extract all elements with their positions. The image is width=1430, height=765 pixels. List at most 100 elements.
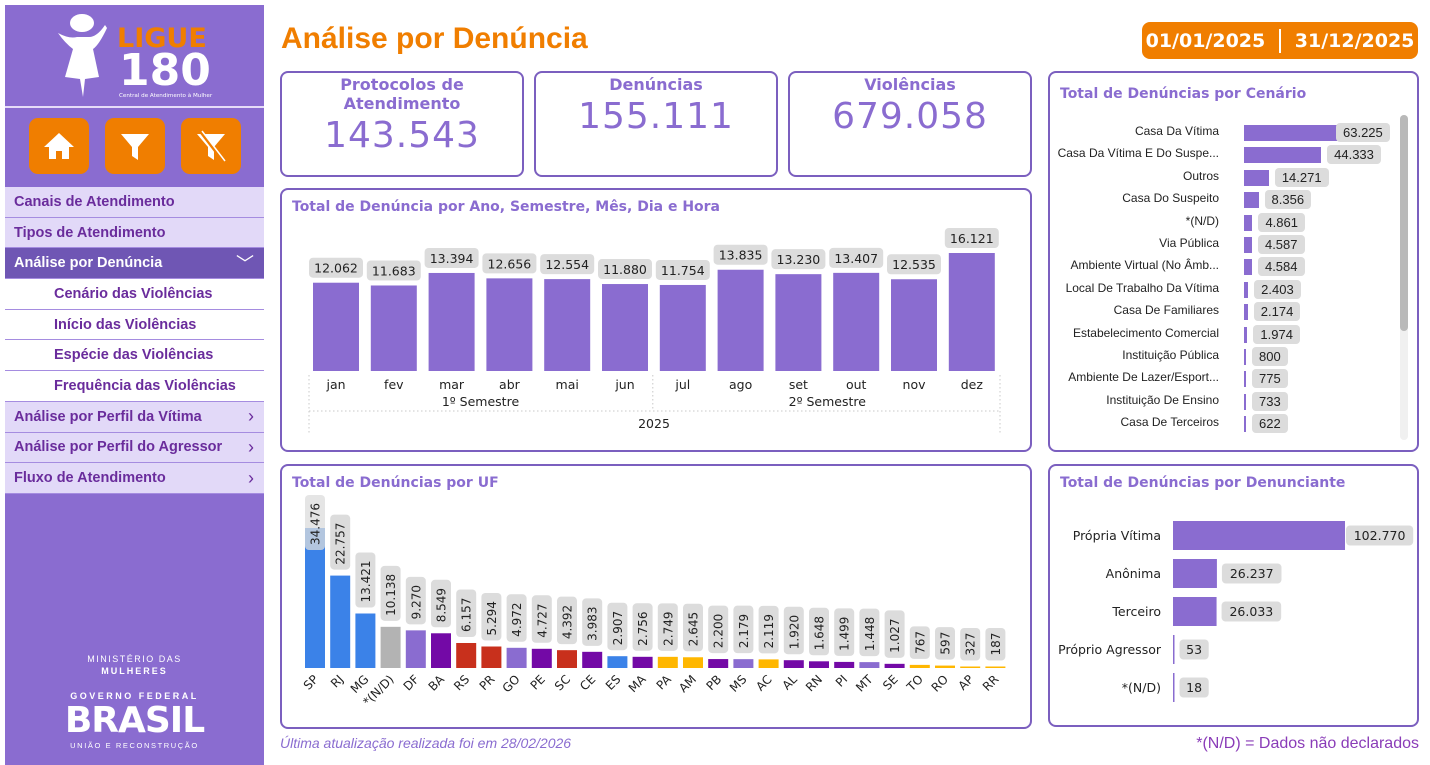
reporter-bar[interactable]: [1173, 597, 1217, 626]
reporter-bar[interactable]: [1173, 559, 1217, 588]
scenario-bar[interactable]: [1244, 237, 1252, 253]
scenario-row[interactable]: Via Pública 4.587: [1050, 233, 1405, 255]
uf-bar[interactable]: [355, 613, 376, 668]
uf-bar[interactable]: [405, 630, 426, 668]
uf-bar[interactable]: [859, 662, 880, 668]
uf-bar[interactable]: [657, 656, 678, 668]
gov-motto: UNIÃO E RECONSTRUÇÃO: [70, 741, 199, 750]
uf-bar[interactable]: [683, 657, 703, 668]
month-bar[interactable]: [370, 285, 417, 371]
uf-bar[interactable]: [783, 660, 804, 668]
menu-item-fluxo-atendimento[interactable]: Fluxo de Atendimento ›: [5, 463, 264, 494]
uf-bar[interactable]: [330, 575, 351, 668]
month-bar[interactable]: [891, 279, 937, 371]
month-bar[interactable]: [717, 269, 764, 371]
date-range-filter[interactable]: 01/01/2025 31/12/2025: [1142, 22, 1418, 59]
uf-bar[interactable]: [557, 650, 577, 668]
reporter-bar[interactable]: [1173, 521, 1345, 550]
uf-bar[interactable]: [380, 626, 401, 668]
month-bar[interactable]: [544, 279, 591, 371]
submenu-item-frequencia-violencias[interactable]: Frequência das Violências: [5, 371, 264, 402]
uf-bar[interactable]: [456, 642, 477, 668]
uf-bar[interactable]: [935, 665, 955, 668]
reporter-bar[interactable]: [1173, 673, 1175, 702]
scrollbar-thumb[interactable]: [1400, 115, 1408, 331]
menu-item-perfil-vitima[interactable]: Análise por Perfil da Vítima ›: [5, 401, 264, 433]
scenario-bar[interactable]: [1244, 281, 1249, 298]
scenario-row[interactable]: Ambiente Virtual (No Âmb... 4.584: [1050, 255, 1405, 277]
scenario-bar[interactable]: [1244, 416, 1246, 433]
uf-bar[interactable]: [909, 664, 930, 668]
uf-bar[interactable]: [431, 633, 451, 668]
scenario-row[interactable]: Casa De Terceiros 622: [1050, 412, 1405, 434]
home-button[interactable]: [29, 118, 89, 174]
scenario-row[interactable]: Instituição Pública 800: [1050, 345, 1405, 367]
uf-bar[interactable]: [834, 661, 855, 668]
submenu-item-especie-violencias[interactable]: Espécie das Violências: [5, 340, 264, 372]
uf-bar[interactable]: [582, 651, 603, 668]
data-label-bg: [355, 552, 376, 608]
scenario-row[interactable]: Casa De Familiares 2.174: [1050, 300, 1405, 322]
uf-bar[interactable]: [305, 528, 325, 668]
data-label-bg: [887, 254, 941, 275]
scenario-row[interactable]: *(N/D) 4.861: [1050, 211, 1405, 233]
scenario-row[interactable]: Instituição De Ensino 733: [1050, 390, 1405, 412]
clear-filters-button[interactable]: [181, 118, 241, 174]
logo-tagline: Central de Atendimento à Mulher: [119, 92, 213, 99]
scenario-row[interactable]: Casa Da Vítima E Do Suspe... 44.333: [1050, 143, 1405, 165]
scenario-bar[interactable]: [1244, 326, 1248, 343]
scenario-bar[interactable]: [1244, 393, 1246, 410]
scenario-row[interactable]: Casa Da Vítima 63.225: [1050, 121, 1405, 143]
uf-bar[interactable]: [985, 666, 1006, 669]
menu-item-canais-atendimento[interactable]: Canais de Atendimento: [5, 187, 264, 218]
scenario-bar[interactable]: [1244, 259, 1252, 276]
menu-item-tipos-atendimento[interactable]: Tipos de Atendimento: [5, 217, 264, 249]
scenario-label: Local De Trabalho Da Vítima: [1065, 280, 1219, 295]
scenario-bar[interactable]: [1244, 125, 1354, 141]
uf-tick-label: RJ: [328, 672, 346, 690]
scenario-row[interactable]: Outros 14.271: [1050, 166, 1405, 188]
scenario-row[interactable]: Ambiente De Lazer/Esport... 775: [1050, 367, 1405, 389]
scenario-bar[interactable]: [1244, 147, 1322, 164]
month-bar[interactable]: [428, 272, 475, 371]
month-bar[interactable]: [775, 274, 822, 371]
filter-button[interactable]: [105, 118, 165, 174]
uf-bar[interactable]: [733, 659, 754, 668]
uf-bar[interactable]: [809, 661, 829, 668]
submenu-item-inicio-violencias[interactable]: Início das Violências: [5, 309, 264, 341]
scenario-bar[interactable]: [1244, 371, 1246, 388]
date-start[interactable]: 01/01/2025: [1145, 29, 1266, 52]
uf-bar[interactable]: [506, 647, 527, 668]
scenario-bar[interactable]: [1244, 349, 1246, 365]
menu-item-perfil-agressor[interactable]: Análise por Perfil do Agressor ›: [5, 432, 264, 464]
scenario-bar[interactable]: [1244, 169, 1269, 186]
scenario-bar[interactable]: [1244, 192, 1259, 209]
uf-bar[interactable]: [632, 656, 653, 668]
month-bar[interactable]: [948, 253, 995, 371]
scenario-row[interactable]: Estabelecimento Comercial 1.974: [1050, 323, 1405, 345]
month-bar[interactable]: [313, 282, 359, 371]
uf-bar[interactable]: [884, 663, 905, 668]
menu-item-label: Análise por Perfil da Vítima: [14, 408, 202, 425]
month-bar[interactable]: [602, 284, 648, 371]
month-bar[interactable]: [833, 272, 880, 371]
month-bar[interactable]: [486, 278, 533, 371]
uf-bar[interactable]: [481, 646, 502, 668]
reporter-bar[interactable]: [1173, 635, 1175, 664]
scenario-bar[interactable]: [1244, 214, 1253, 231]
submenu-item-cenario-violencias[interactable]: Cenário das Violências: [5, 279, 264, 310]
uf-bar[interactable]: [960, 666, 981, 669]
scenario-row[interactable]: Local De Trabalho Da Vítima 2.403: [1050, 278, 1405, 300]
scenario-bar[interactable]: [1244, 304, 1248, 321]
uf-bar[interactable]: [708, 659, 729, 668]
uf-bar[interactable]: [607, 656, 628, 668]
month-bar[interactable]: [659, 284, 706, 371]
data-label: 11.880: [603, 262, 647, 277]
uf-bar[interactable]: [531, 648, 552, 668]
menu-item-analise-denuncia[interactable]: Análise por Denúncia ﹀: [5, 248, 264, 280]
data-label-bg: [557, 596, 577, 645]
date-end[interactable]: 31/12/2025: [1294, 29, 1415, 52]
uf-bar[interactable]: [758, 659, 779, 668]
scenario-row[interactable]: Casa Do Suspeito 8.356: [1050, 188, 1405, 210]
